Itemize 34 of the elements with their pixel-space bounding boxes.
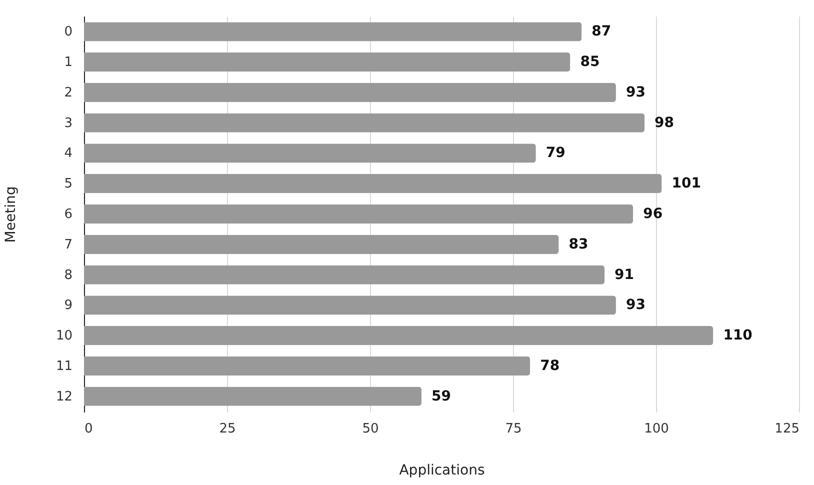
y-tick-label: 7 [64, 237, 72, 252]
data-label: 59 [431, 388, 451, 404]
data-label: 83 [568, 236, 588, 252]
y-tick-label: 3 [64, 116, 72, 131]
data-label: 79 [546, 145, 566, 162]
x-tick-label: 25 [219, 422, 236, 436]
y-tick-label: 0 [64, 24, 72, 40]
y-tick-label: 2 [64, 85, 72, 100]
y-tick-label: 9 [64, 298, 72, 314]
y-tick-label: 12 [56, 389, 72, 404]
y-axis-title: Meeting [2, 186, 19, 243]
data-label: 96 [643, 206, 663, 222]
x-tick-label: 0 [84, 422, 93, 436]
y-tick-label: 5 [64, 176, 72, 192]
data-label: 87 [592, 24, 612, 40]
data-label: 93 [626, 84, 646, 100]
data-label: 91 [614, 266, 634, 283]
data-label: 78 [540, 358, 560, 374]
x-tick-label: 75 [505, 422, 522, 436]
data-label: 98 [654, 114, 674, 131]
data-label: 93 [626, 297, 646, 314]
x-tick-label: 100 [644, 422, 669, 436]
x-axis-title: Applications [399, 462, 485, 478]
y-tick-label: 1 [64, 55, 72, 70]
y-tick-label: 4 [64, 146, 72, 162]
data-label: 101 [672, 176, 701, 192]
x-tick-label: 125 [774, 422, 800, 436]
y-tick-label: 11 [56, 358, 72, 374]
y-tick-label: 6 [64, 207, 72, 222]
data-label: 110 [723, 328, 753, 344]
x-tick-label: 50 [362, 422, 379, 436]
data-label: 85 [580, 54, 600, 70]
y-tick-label: 8 [64, 268, 72, 283]
y-tick-label: 10 [56, 328, 72, 344]
